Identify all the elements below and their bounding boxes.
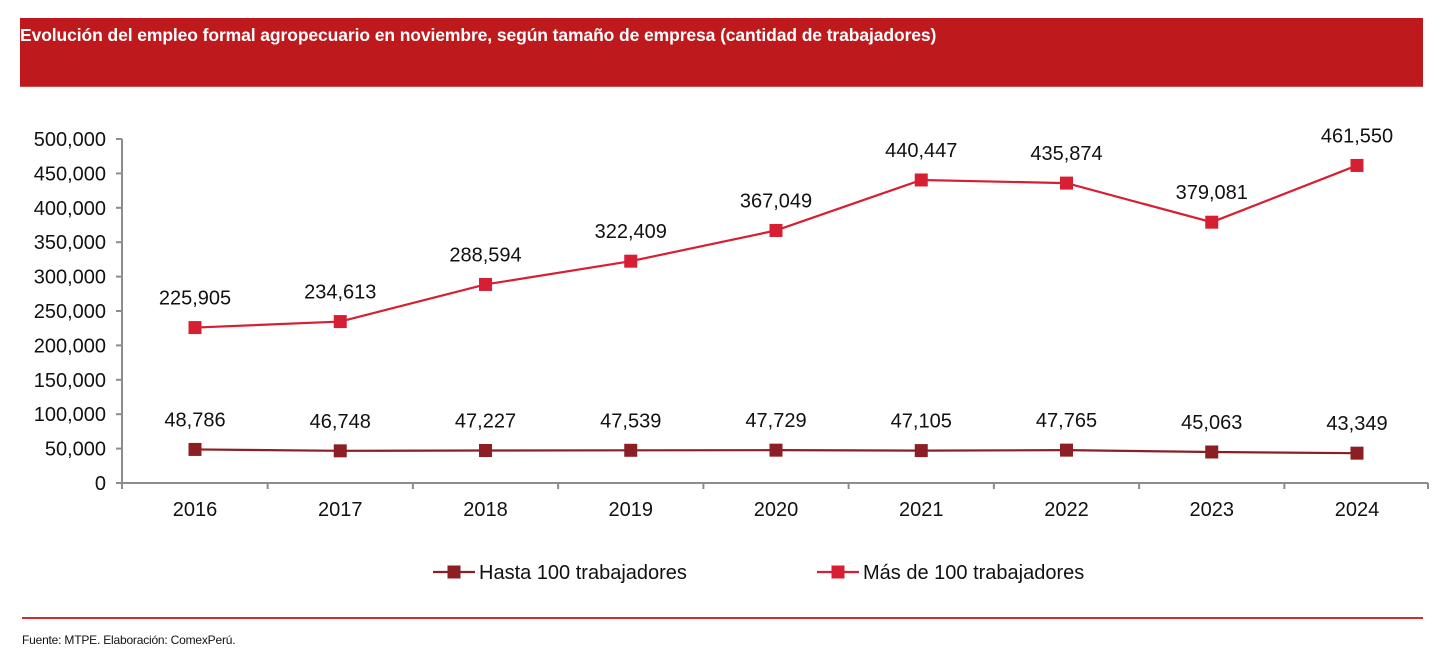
y-tick-label: 150,000 [34,370,106,392]
data-label: 43,349 [1326,413,1387,435]
x-tick-label: 2022 [1044,499,1089,521]
legend-label: Más de 100 trabajadores [863,562,1084,584]
y-tick-label: 0 [95,473,106,495]
data-label: 47,729 [745,410,806,432]
source-note: Fuente: MTPE. Elaboración: ComexPerú. [22,633,236,647]
data-point-marker [1350,446,1364,460]
data-label: 288,594 [449,244,521,266]
data-point-marker [1060,443,1073,457]
data-label: 435,874 [1030,143,1102,165]
legend: Hasta 100 trabajadores Más de 100 trabaja… [433,562,1084,584]
data-point-marker [479,277,492,291]
data-point-marker [769,443,783,457]
data-point-marker [188,321,202,335]
data-label: 234,613 [304,282,376,304]
data-label: 47,227 [455,411,516,433]
y-tick-label: 400,000 [34,198,106,220]
data-point-marker [1205,445,1219,459]
legend-square-marker-icon [447,565,461,579]
x-tick-label: 2019 [609,499,654,521]
y-tick-label: 200,000 [34,335,106,357]
y-tick-label: 450,000 [34,163,106,185]
data-point-marker [914,444,928,458]
data-label: 47,765 [1036,410,1097,432]
data-label: 48,786 [164,409,225,431]
data-point-marker [1060,176,1073,190]
series-hasta-100: 48,786 46,748 47,227 47,539 47,729 47,105 47,7… [164,409,1388,460]
data-label: 367,049 [740,190,812,212]
data-label: 46,748 [310,411,371,433]
data-label: 461,550 [1321,125,1393,147]
x-tick-label: 2018 [463,499,508,521]
data-label: 322,409 [595,221,667,243]
y-tick-label: 500,000 [34,129,106,151]
series-mas-de-100: 225,905 234,613 288,594 322,409 367,049 440,4… [159,125,1393,335]
data-label: 440,447 [885,140,957,162]
data-point-marker [333,444,347,458]
data-label: 47,105 [891,411,952,433]
chart-title: Evolución del empleo formal agropecuario… [20,25,937,45]
x-tick-label: 2017 [318,499,363,521]
data-label: 225,905 [159,288,231,310]
legend-item: Hasta 100 trabajadores [433,562,687,584]
x-tick-label: 2023 [1190,499,1235,521]
x-axis: 2016 2017 2018 2019 2020 2021 2022 2023 2024 [121,482,1429,521]
data-point-marker [624,443,638,457]
y-tick-label: 250,000 [34,301,106,323]
data-point-marker [188,442,202,456]
legend-label: Hasta 100 trabajadores [479,562,687,584]
data-label: 379,081 [1176,182,1248,204]
y-axis: 0 50,000 100,000 150,000 200,000 250,000 300,0… [34,129,123,495]
y-tick-label: 300,000 [34,267,106,289]
footer-divider [22,617,1423,619]
data-point-marker [914,173,928,187]
legend-square-marker-icon [831,565,845,579]
data-label: 45,063 [1181,412,1242,434]
data-point-marker [624,254,638,268]
data-point-marker [479,444,492,458]
chart-title-bar [20,18,1423,87]
y-tick-label: 350,000 [34,232,106,254]
data-point-marker [1350,158,1364,172]
y-tick-label: 50,000 [45,439,106,461]
x-tick-label: 2024 [1335,499,1380,521]
data-label: 47,539 [600,410,661,432]
x-tick-label: 2021 [899,499,944,521]
legend-item: Más de 100 trabajadores [817,562,1084,584]
data-point-marker [769,223,783,237]
data-point-marker [1205,215,1219,229]
x-tick-label: 2020 [754,499,799,521]
x-tick-label: 2016 [173,499,218,521]
y-tick-label: 100,000 [34,404,106,426]
data-point-marker [333,315,347,329]
series-layer: 48,786 46,748 47,227 47,539 47,729 47,105 47,7… [159,125,1393,460]
